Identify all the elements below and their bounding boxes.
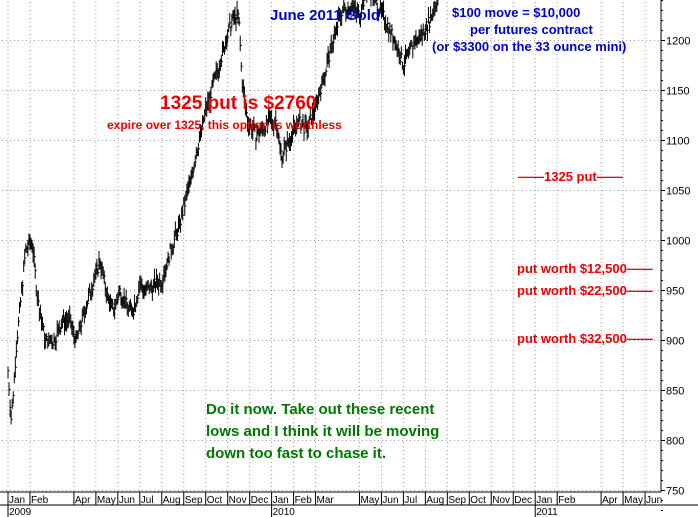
y-tick-label: 1000 bbox=[666, 236, 690, 248]
x-tick-label: Jun bbox=[382, 495, 398, 506]
x-tick-label: Mar bbox=[317, 495, 335, 506]
year-label: 2009 bbox=[9, 507, 32, 517]
y-tick-label: 1150 bbox=[666, 86, 690, 98]
put-price-note: 1325 put is $2760 bbox=[160, 93, 317, 114]
x-tick-label: Jun bbox=[646, 495, 662, 506]
x-tick-label: Apr bbox=[75, 495, 91, 506]
put-22500-label: put worth $22,500—— bbox=[517, 283, 653, 298]
x-tick-label: Feb bbox=[31, 495, 49, 506]
y-tick-label: 850 bbox=[666, 386, 684, 398]
x-tick-label: Dec bbox=[514, 495, 532, 506]
expire-note: expire over 1325, this option is worthle… bbox=[107, 118, 342, 132]
x-tick-label: Nov bbox=[492, 495, 510, 506]
x-tick-label: Jan bbox=[273, 495, 289, 506]
x-tick-label: Apr bbox=[602, 495, 618, 506]
x-tick-label: Jul bbox=[404, 495, 417, 506]
x-tick-label: Feb bbox=[558, 495, 576, 506]
x-tick-label: Jan bbox=[536, 495, 552, 506]
y-tick-label: 950 bbox=[666, 286, 684, 298]
x-tick-label: Oct bbox=[207, 495, 223, 506]
grid-lines bbox=[2, 2, 661, 492]
x-tick-label: Sep bbox=[185, 495, 203, 506]
move-note: $100 move = $10,000 bbox=[452, 5, 581, 20]
time-axis: Jan Feb Apr May Jun Jul Aug Sep Oct Nov Dec Jan Feb M… bbox=[0, 491, 698, 517]
comment-line-2: lows and I think it will be moving bbox=[206, 423, 440, 440]
put-1325-label: ——1325 put—— bbox=[518, 169, 623, 184]
y-tick-label: 800 bbox=[666, 436, 684, 448]
x-tick-label: Nov bbox=[229, 495, 247, 506]
x-tick-label: May bbox=[97, 495, 116, 506]
price-bars bbox=[7, 0, 439, 425]
y-tick-label: 1050 bbox=[666, 186, 690, 198]
year-label: 2010 bbox=[273, 507, 296, 517]
put-32500-label: put worth $32,500—— bbox=[517, 331, 653, 346]
y-tick-label: 750 bbox=[666, 486, 684, 498]
contract-note: per futures contract bbox=[470, 22, 593, 37]
mini-note: (or $3300 on the 33 ounce mini) bbox=[432, 39, 627, 54]
x-tick-label: Dec bbox=[251, 495, 269, 506]
x-tick-label: Jun bbox=[119, 495, 135, 506]
x-tick-label: Oct bbox=[470, 495, 486, 506]
y-tick-label: 900 bbox=[666, 336, 684, 348]
chart-title: June 2011 Gold bbox=[270, 7, 381, 24]
comment-line-1: Do it now. Take out these recent bbox=[206, 401, 435, 418]
x-tick-label: Aug bbox=[163, 495, 181, 506]
x-tick-label: Sep bbox=[448, 495, 466, 506]
x-tick-label: May bbox=[624, 495, 643, 506]
year-label: 2011 bbox=[536, 507, 558, 517]
price-axis: 7508008509009501000105011001150120012501… bbox=[660, 0, 690, 511]
y-tick-label: 1100 bbox=[666, 136, 690, 148]
x-tick-label: Aug bbox=[426, 495, 444, 506]
x-tick-label: Jul bbox=[141, 495, 154, 506]
x-tick-label: Feb bbox=[295, 495, 313, 506]
put-12500-label: put worth $12,500—— bbox=[517, 261, 653, 276]
y-tick-label: 1200 bbox=[666, 36, 690, 48]
x-tick-label: Jan bbox=[9, 495, 25, 506]
x-tick-label: May bbox=[360, 495, 379, 506]
comment-line-3: down too fast to chase it. bbox=[206, 445, 387, 462]
